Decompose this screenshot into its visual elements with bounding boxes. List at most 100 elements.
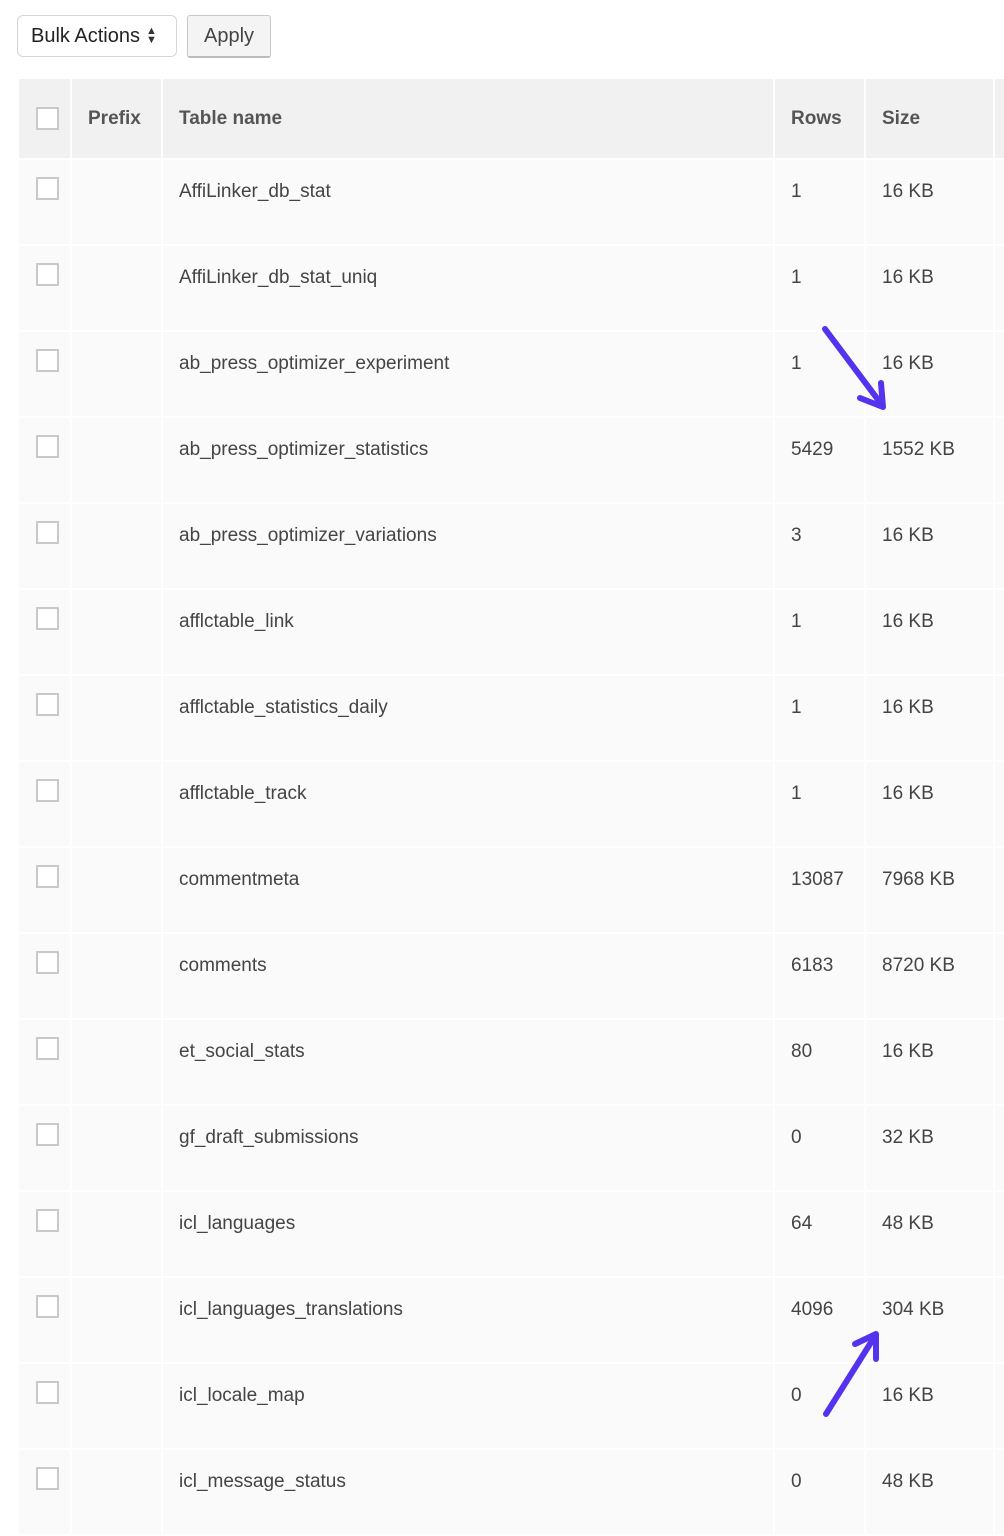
rows-cell: 3 <box>773 502 866 590</box>
table-row: ab_press_optimizer_variations 3 16 KB <box>17 502 1004 590</box>
select-updown-icon: ▲ ▼ <box>145 25 157 46</box>
row-checkbox[interactable] <box>36 1037 59 1060</box>
rows-cell: 1 <box>773 588 866 676</box>
row-checkbox[interactable] <box>36 951 59 974</box>
row-checkbox[interactable] <box>36 1467 59 1490</box>
row-select-cell <box>17 1104 72 1192</box>
row-checkbox[interactable] <box>36 1381 59 1404</box>
size-cell: 16 KB <box>864 760 995 848</box>
table-row: icl_message_status 0 48 KB <box>17 1448 1004 1536</box>
row-checkbox[interactable] <box>36 349 59 372</box>
table-name-cell: ab_press_optimizer_experiment <box>161 330 775 418</box>
table-row: icl_locale_map 0 16 KB <box>17 1362 1004 1450</box>
table-row: afflctable_statistics_daily 1 16 KB <box>17 674 1004 762</box>
extra-cell <box>993 674 1004 762</box>
row-select-cell <box>17 760 72 848</box>
bulk-actions-select[interactable]: Bulk Actions ▲ ▼ <box>17 15 177 57</box>
row-select-cell <box>17 244 72 332</box>
table-name-cell: ab_press_optimizer_statistics <box>161 416 775 504</box>
size-cell: 16 KB <box>864 158 995 246</box>
row-checkbox[interactable] <box>36 1295 59 1318</box>
column-header-size: Size <box>864 77 995 160</box>
prefix-cell <box>70 760 163 848</box>
size-cell: 8720 KB <box>864 932 995 1020</box>
extra-cell <box>993 1018 1004 1106</box>
table-row: ab_press_optimizer_experiment 1 16 KB <box>17 330 1004 418</box>
rows-cell: 0 <box>773 1448 866 1536</box>
extra-cell <box>993 588 1004 676</box>
size-cell: 48 KB <box>864 1448 995 1536</box>
column-header-prefix: Prefix <box>70 77 163 160</box>
row-checkbox[interactable] <box>36 1209 59 1232</box>
table-row: icl_languages 64 48 KB <box>17 1190 1004 1278</box>
extra-cell <box>993 502 1004 590</box>
select-all-checkbox[interactable] <box>36 107 59 130</box>
row-select-cell <box>17 1276 72 1364</box>
extra-cell <box>993 330 1004 418</box>
rows-cell: 6183 <box>773 932 866 1020</box>
database-tables-table: Prefix Table name Rows Size AffiLinker_d… <box>17 77 1004 1536</box>
size-cell: 16 KB <box>864 1362 995 1450</box>
rows-cell: 1 <box>773 330 866 418</box>
row-select-cell <box>17 1190 72 1278</box>
table-row: AffiLinker_db_stat 1 16 KB <box>17 158 1004 246</box>
table-name-cell: comments <box>161 932 775 1020</box>
prefix-cell <box>70 158 163 246</box>
rows-cell: 13087 <box>773 846 866 934</box>
row-checkbox[interactable] <box>36 779 59 802</box>
prefix-cell <box>70 330 163 418</box>
row-checkbox[interactable] <box>36 521 59 544</box>
size-cell: 48 KB <box>864 1190 995 1278</box>
table-name-cell: afflctable_link <box>161 588 775 676</box>
table-name-cell: icl_message_status <box>161 1448 775 1536</box>
row-select-cell <box>17 158 72 246</box>
prefix-cell <box>70 1190 163 1278</box>
table-name-cell: et_social_stats <box>161 1018 775 1106</box>
row-select-cell <box>17 502 72 590</box>
table-row: commentmeta 13087 7968 KB <box>17 846 1004 934</box>
table-name-cell: commentmeta <box>161 846 775 934</box>
rows-cell: 1 <box>773 760 866 848</box>
extra-cell <box>993 1190 1004 1278</box>
prefix-cell <box>70 932 163 1020</box>
row-checkbox[interactable] <box>36 435 59 458</box>
table-name-cell: icl_languages <box>161 1190 775 1278</box>
size-cell: 16 KB <box>864 1018 995 1106</box>
row-select-cell <box>17 1018 72 1106</box>
row-select-cell <box>17 846 72 934</box>
prefix-cell <box>70 1448 163 1536</box>
row-checkbox[interactable] <box>36 693 59 716</box>
row-checkbox[interactable] <box>36 607 59 630</box>
prefix-cell <box>70 1276 163 1364</box>
row-checkbox[interactable] <box>36 177 59 200</box>
rows-cell: 1 <box>773 158 866 246</box>
extra-cell <box>993 244 1004 332</box>
rows-cell: 80 <box>773 1018 866 1106</box>
extra-cell <box>993 1448 1004 1536</box>
table-name-cell: AffiLinker_db_stat <box>161 158 775 246</box>
size-cell: 16 KB <box>864 502 995 590</box>
row-checkbox[interactable] <box>36 263 59 286</box>
row-checkbox[interactable] <box>36 1123 59 1146</box>
table-row: icl_languages_translations 4096 304 KB <box>17 1276 1004 1364</box>
prefix-cell <box>70 846 163 934</box>
apply-button[interactable]: Apply <box>187 15 272 58</box>
row-checkbox[interactable] <box>36 865 59 888</box>
size-cell: 16 KB <box>864 674 995 762</box>
table-row: afflctable_link 1 16 KB <box>17 588 1004 676</box>
row-select-cell <box>17 1448 72 1536</box>
table-name-cell: afflctable_track <box>161 760 775 848</box>
bulk-actions-toolbar: Bulk Actions ▲ ▼ Apply <box>17 15 272 58</box>
extra-cell <box>993 846 1004 934</box>
row-select-cell <box>17 416 72 504</box>
prefix-cell <box>70 674 163 762</box>
prefix-cell <box>70 1104 163 1192</box>
rows-cell: 0 <box>773 1362 866 1450</box>
extra-cell <box>993 932 1004 1020</box>
row-select-cell <box>17 674 72 762</box>
row-select-cell <box>17 330 72 418</box>
table-row: afflctable_track 1 16 KB <box>17 760 1004 848</box>
extra-cell <box>993 1104 1004 1192</box>
table-row: ab_press_optimizer_statistics 5429 1552 KB <box>17 416 1004 504</box>
column-header-extra <box>993 77 1004 160</box>
